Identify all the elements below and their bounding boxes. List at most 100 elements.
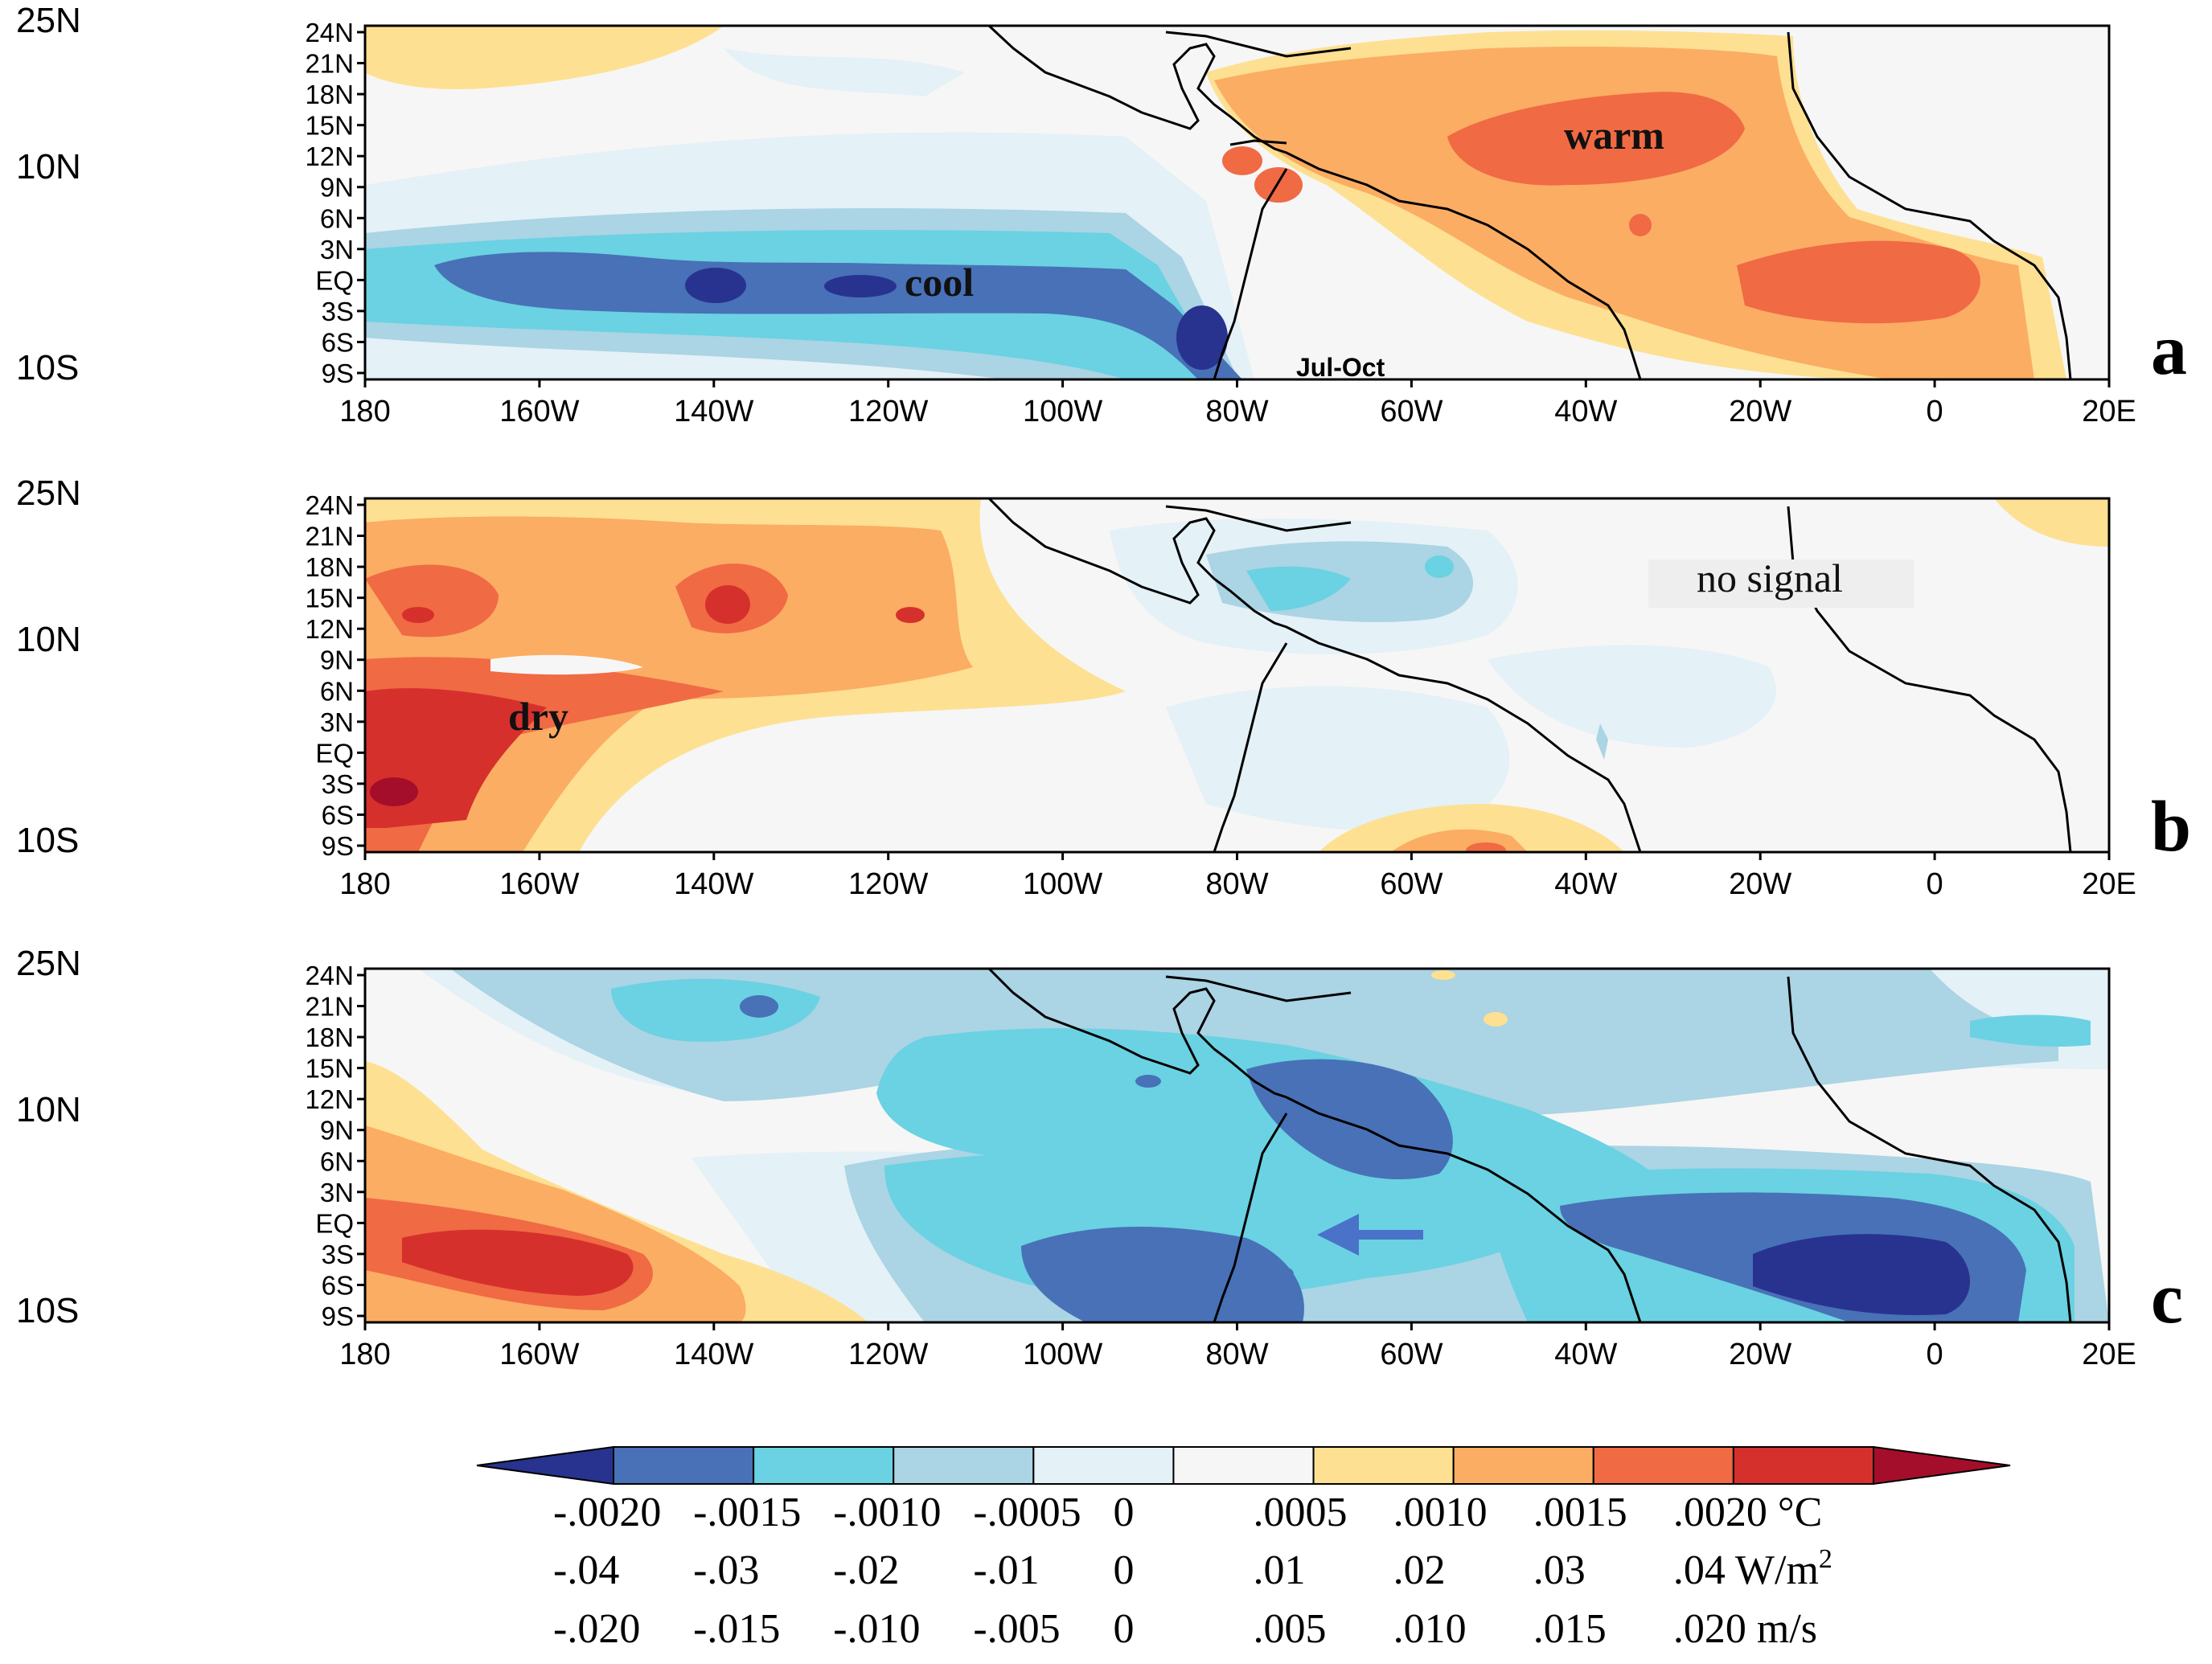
lon-tick-label: 160W	[499, 1338, 579, 1371]
lat-tick-label: 24N	[305, 961, 354, 990]
lat-tick-label: 6S	[322, 327, 354, 357]
colorbar-value: -.020	[553, 1606, 640, 1652]
lat-tick-label: EQ	[315, 265, 354, 295]
lat-tick-label: 18N	[305, 1023, 354, 1052]
lon-tick-label: 0	[1927, 867, 1943, 901]
colorbar-value: .0020 °C	[1673, 1490, 1822, 1535]
outer-lat-label: 10N	[16, 620, 81, 659]
lon-tick-label: 80W	[1205, 867, 1268, 901]
colorbar-max-triangle	[1873, 1445, 2011, 1486]
colorbar-value: .010	[1393, 1606, 1467, 1652]
lon-tick-label: 140W	[674, 395, 753, 428]
lon-tick-label: 20W	[1729, 1338, 1791, 1371]
lat-tick-label: 9N	[320, 173, 354, 203]
colorbar-value: -.0010	[833, 1490, 941, 1535]
lat-tick-label: 12N	[305, 141, 354, 171]
colorbar-swatch	[1592, 1446, 1734, 1485]
lon-tick-label: 60W	[1380, 395, 1443, 428]
panel-c	[365, 969, 2109, 1322]
panel-c-field	[365, 969, 2109, 1322]
colorbar-value: -.015	[693, 1606, 780, 1652]
lat-tick-label: 6S	[322, 1270, 354, 1300]
lon-tick-label: 140W	[674, 1338, 753, 1371]
lon-tick-label: 40W	[1554, 395, 1617, 428]
colorbar-value: .0015	[1533, 1490, 1627, 1535]
colorbar-value: -.03	[693, 1547, 759, 1593]
lon-tick-label: 0	[1927, 1338, 1943, 1371]
annotation-cool: cool	[905, 260, 974, 305]
colorbar-value: -.005	[973, 1606, 1060, 1652]
colorbar-swatch	[753, 1446, 895, 1485]
lon-tick-label: 120W	[848, 867, 928, 901]
panel-b	[365, 498, 2109, 852]
lon-tick-label: 180	[339, 1338, 390, 1371]
panel-a	[365, 26, 2109, 379]
colorbar-value: .02	[1393, 1547, 1446, 1593]
panel-c-coastline	[987, 969, 2072, 1322]
lat-tick-label: 9N	[320, 646, 354, 675]
lat-tick-label: 6N	[320, 1146, 354, 1176]
lon-tick-label: 180	[339, 395, 390, 428]
no-signal-box	[1648, 559, 1914, 608]
lat-tick-label: 9S	[322, 1301, 354, 1331]
lon-tick-label: 60W	[1380, 1338, 1443, 1371]
outer-lat-labels: 25N 10N 10S 25N 10N 10S 25N 10N 10S	[16, 1, 81, 1330]
lat-tick-label: 15N	[305, 111, 354, 141]
lat-tick-label: 18N	[305, 80, 354, 109]
lon-tick-label: 100W	[1023, 1338, 1102, 1371]
lat-tick-label: EQ	[315, 738, 354, 768]
colorbar-labels: -.0020 -.0015 -.0010 -.0005 0 .0005 .0010 .0015…	[553, 1490, 1832, 1652]
outer-lat-label: 10S	[16, 821, 79, 860]
outer-lat-label: 10S	[16, 1291, 79, 1330]
lon-tick-label: 140W	[674, 867, 753, 901]
colorbar-value: -.010	[833, 1606, 920, 1652]
lon-tick-label: 40W	[1554, 1338, 1617, 1371]
colorbar-swatch	[1312, 1446, 1455, 1485]
lat-tick-label: 6N	[320, 676, 354, 706]
lat-tick-label: 3S	[322, 769, 354, 799]
colorbar-value: 0	[1113, 1606, 1134, 1652]
lat-tick-label: 24N	[305, 490, 354, 520]
colorbar-value: .04 W/m2	[1673, 1544, 1832, 1593]
colorbar-value: -.04	[553, 1547, 619, 1593]
lat-tick-label: 21N	[305, 49, 354, 79]
outer-lat-label: 25N	[16, 473, 81, 513]
lat-tick-label: 24N	[305, 18, 354, 47]
lat-tick-label: 15N	[305, 1054, 354, 1084]
colorbar-swatch	[613, 1446, 755, 1485]
annotation-season: Jul-Oct	[1296, 353, 1385, 382]
outer-lat-label: 10N	[16, 147, 81, 186]
lat-tick-label: 3S	[322, 297, 354, 326]
lat-tick-label: EQ	[315, 1208, 354, 1238]
outer-lat-label: 25N	[16, 944, 81, 983]
colorbar-value: -.0005	[973, 1490, 1081, 1535]
lon-tick-label: 80W	[1205, 395, 1268, 428]
panel-a-field	[365, 26, 2109, 379]
colorbar-swatch	[1172, 1446, 1315, 1485]
lon-tick-label: 80W	[1205, 1338, 1268, 1371]
colorbar-min-triangle	[476, 1445, 614, 1486]
westward-arrow	[1317, 1214, 1423, 1256]
coastlines	[987, 26, 2072, 1322]
colorbar	[476, 1445, 2011, 1486]
lat-tick-label: 3S	[322, 1240, 354, 1269]
lon-tick-label: 20E	[2082, 867, 2136, 901]
outer-lat-label: 10N	[16, 1090, 81, 1129]
colorbar-value: -.0015	[693, 1490, 801, 1535]
colorbar-swatch	[1732, 1446, 1875, 1485]
panel-letter-c: c	[2151, 1259, 2183, 1338]
lon-tick-label: 20W	[1729, 395, 1791, 428]
lat-tick-label: 18N	[305, 552, 354, 582]
lon-tick-label: 0	[1927, 395, 1943, 428]
lat-tick-label: 3N	[320, 707, 354, 737]
lon-tick-label: 40W	[1554, 867, 1617, 901]
lat-tick-label: 9N	[320, 1116, 354, 1146]
colorbar-value: .015	[1533, 1606, 1607, 1652]
colorbar-swatch	[1032, 1446, 1175, 1485]
lon-tick-label: 180	[339, 867, 390, 901]
lat-tick-label: 9S	[322, 359, 354, 388]
lon-tick-label: 160W	[499, 867, 579, 901]
colorbar-value: .0005	[1254, 1490, 1348, 1535]
